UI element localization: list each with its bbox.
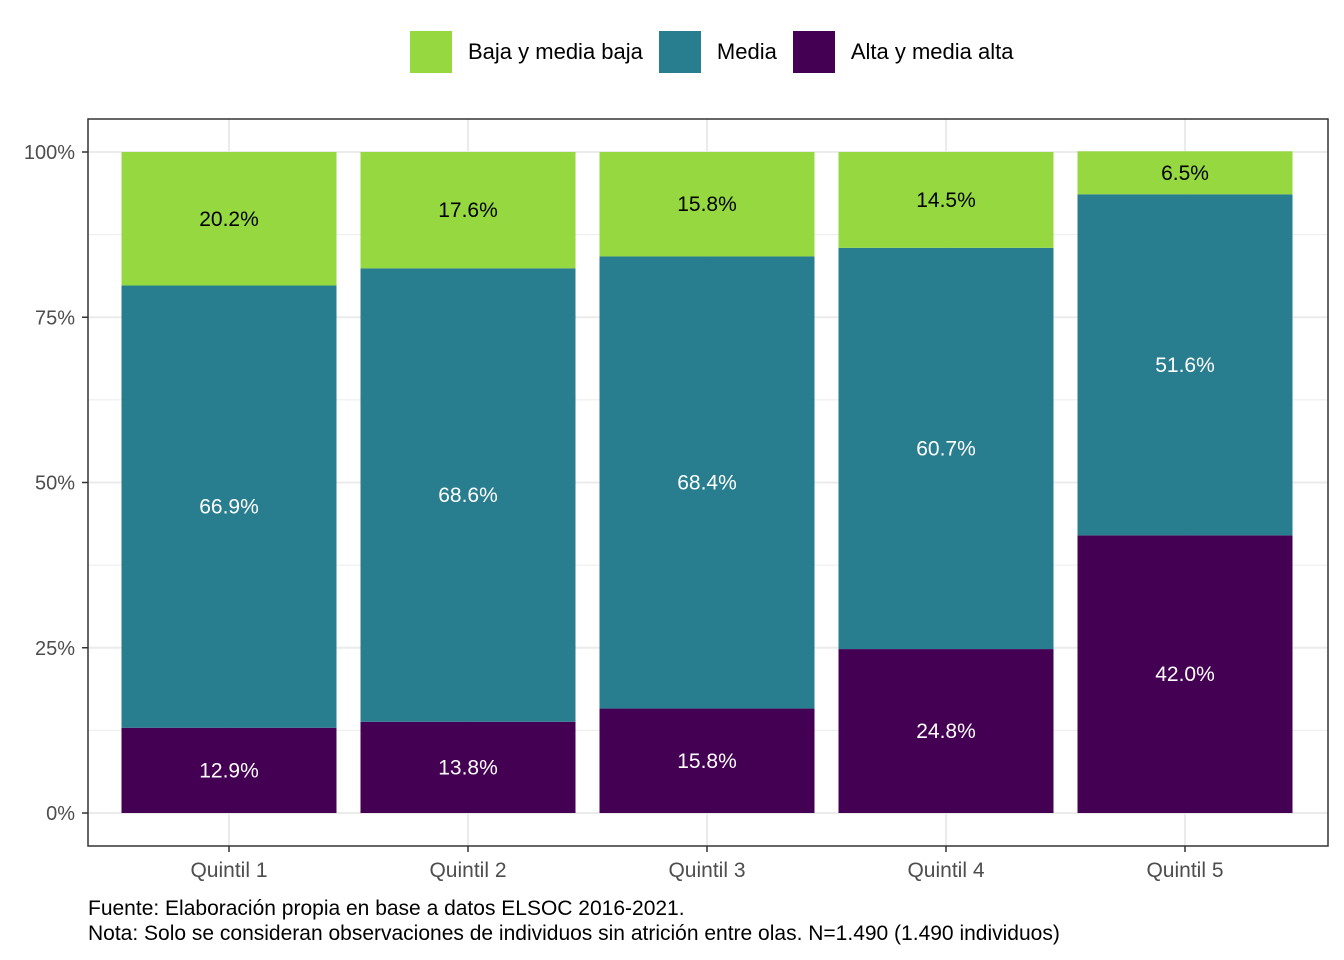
bar-segment [599, 152, 815, 257]
x-tick-label: Quintil 1 [190, 859, 267, 882]
data-label: 60.7% [916, 437, 976, 460]
data-label: 14.5% [916, 189, 976, 212]
chart-caption: Fuente: Elaboración propia en base a dat… [88, 896, 1060, 946]
y-tick-label: 75% [35, 307, 75, 329]
bar-segment [360, 152, 576, 269]
data-label: 6.5% [1161, 162, 1209, 185]
data-labels: 12.9% 66.9% 20.2% 13.8% 68.6% 17.6% 15.8% 68.4%… [199, 162, 1215, 783]
bar-segment [838, 247, 1054, 650]
axes: 0% 25% 50% 75% 100% Quintil 1 Quintil 2 Quintil… [24, 118, 1329, 882]
legend-item-baja: Baja y media baja [410, 31, 643, 73]
legend-key-media [658, 31, 701, 73]
data-label: 42.0% [1155, 663, 1215, 686]
y-tick-label: 25% [35, 638, 75, 660]
legend-label-media: Media [716, 39, 777, 64]
y-tick-label: 50% [35, 473, 75, 495]
x-tick-label: Quintil 5 [1146, 859, 1223, 882]
data-label: 24.8% [916, 720, 976, 743]
data-label: 17.6% [438, 199, 498, 222]
caption-source: Fuente: Elaboración propia en base a dat… [88, 897, 685, 920]
legend-key-alta [792, 31, 835, 73]
bar-segment [1077, 194, 1293, 536]
bar-segment [1077, 535, 1293, 813]
data-label: 13.8% [438, 756, 498, 779]
chart-legend: Baja y media baja Media Alta y media alt… [410, 30, 1029, 74]
legend-label-baja: Baja y media baja [468, 39, 643, 64]
legend-key-baja [410, 31, 452, 73]
bar-segment [360, 268, 576, 722]
data-label: 12.9% [199, 759, 259, 782]
x-tick-label: Quintil 4 [907, 859, 984, 882]
data-label: 68.4% [677, 472, 737, 495]
legend-label-alta: Alta y media alta [850, 39, 1014, 64]
bars [121, 151, 1293, 813]
x-tick-label: Quintil 2 [429, 859, 506, 882]
data-label: 15.8% [677, 750, 737, 773]
bar-segment [360, 721, 576, 813]
data-label: 15.8% [677, 193, 737, 216]
bar-segment [121, 285, 337, 728]
bar-segment [838, 649, 1054, 813]
bar-segment [838, 152, 1054, 248]
legend-item-media: Media [658, 31, 777, 73]
data-label: 51.6% [1155, 354, 1215, 377]
y-tick-label: 100% [24, 142, 75, 164]
bar-segment [121, 727, 337, 813]
bar-segment [121, 152, 337, 286]
bar-segment [599, 256, 815, 709]
bar-segment [599, 708, 815, 813]
bar-segment [1077, 151, 1293, 195]
data-label: 66.9% [199, 496, 259, 519]
data-label: 20.2% [199, 208, 259, 231]
x-tick-label: Quintil 3 [668, 859, 745, 882]
caption-note: Nota: Solo se consideran observaciones d… [88, 922, 1060, 945]
data-label: 68.6% [438, 484, 498, 507]
y-tick-label: 0% [46, 803, 75, 825]
legend-item-alta: Alta y media alta [792, 31, 1014, 73]
